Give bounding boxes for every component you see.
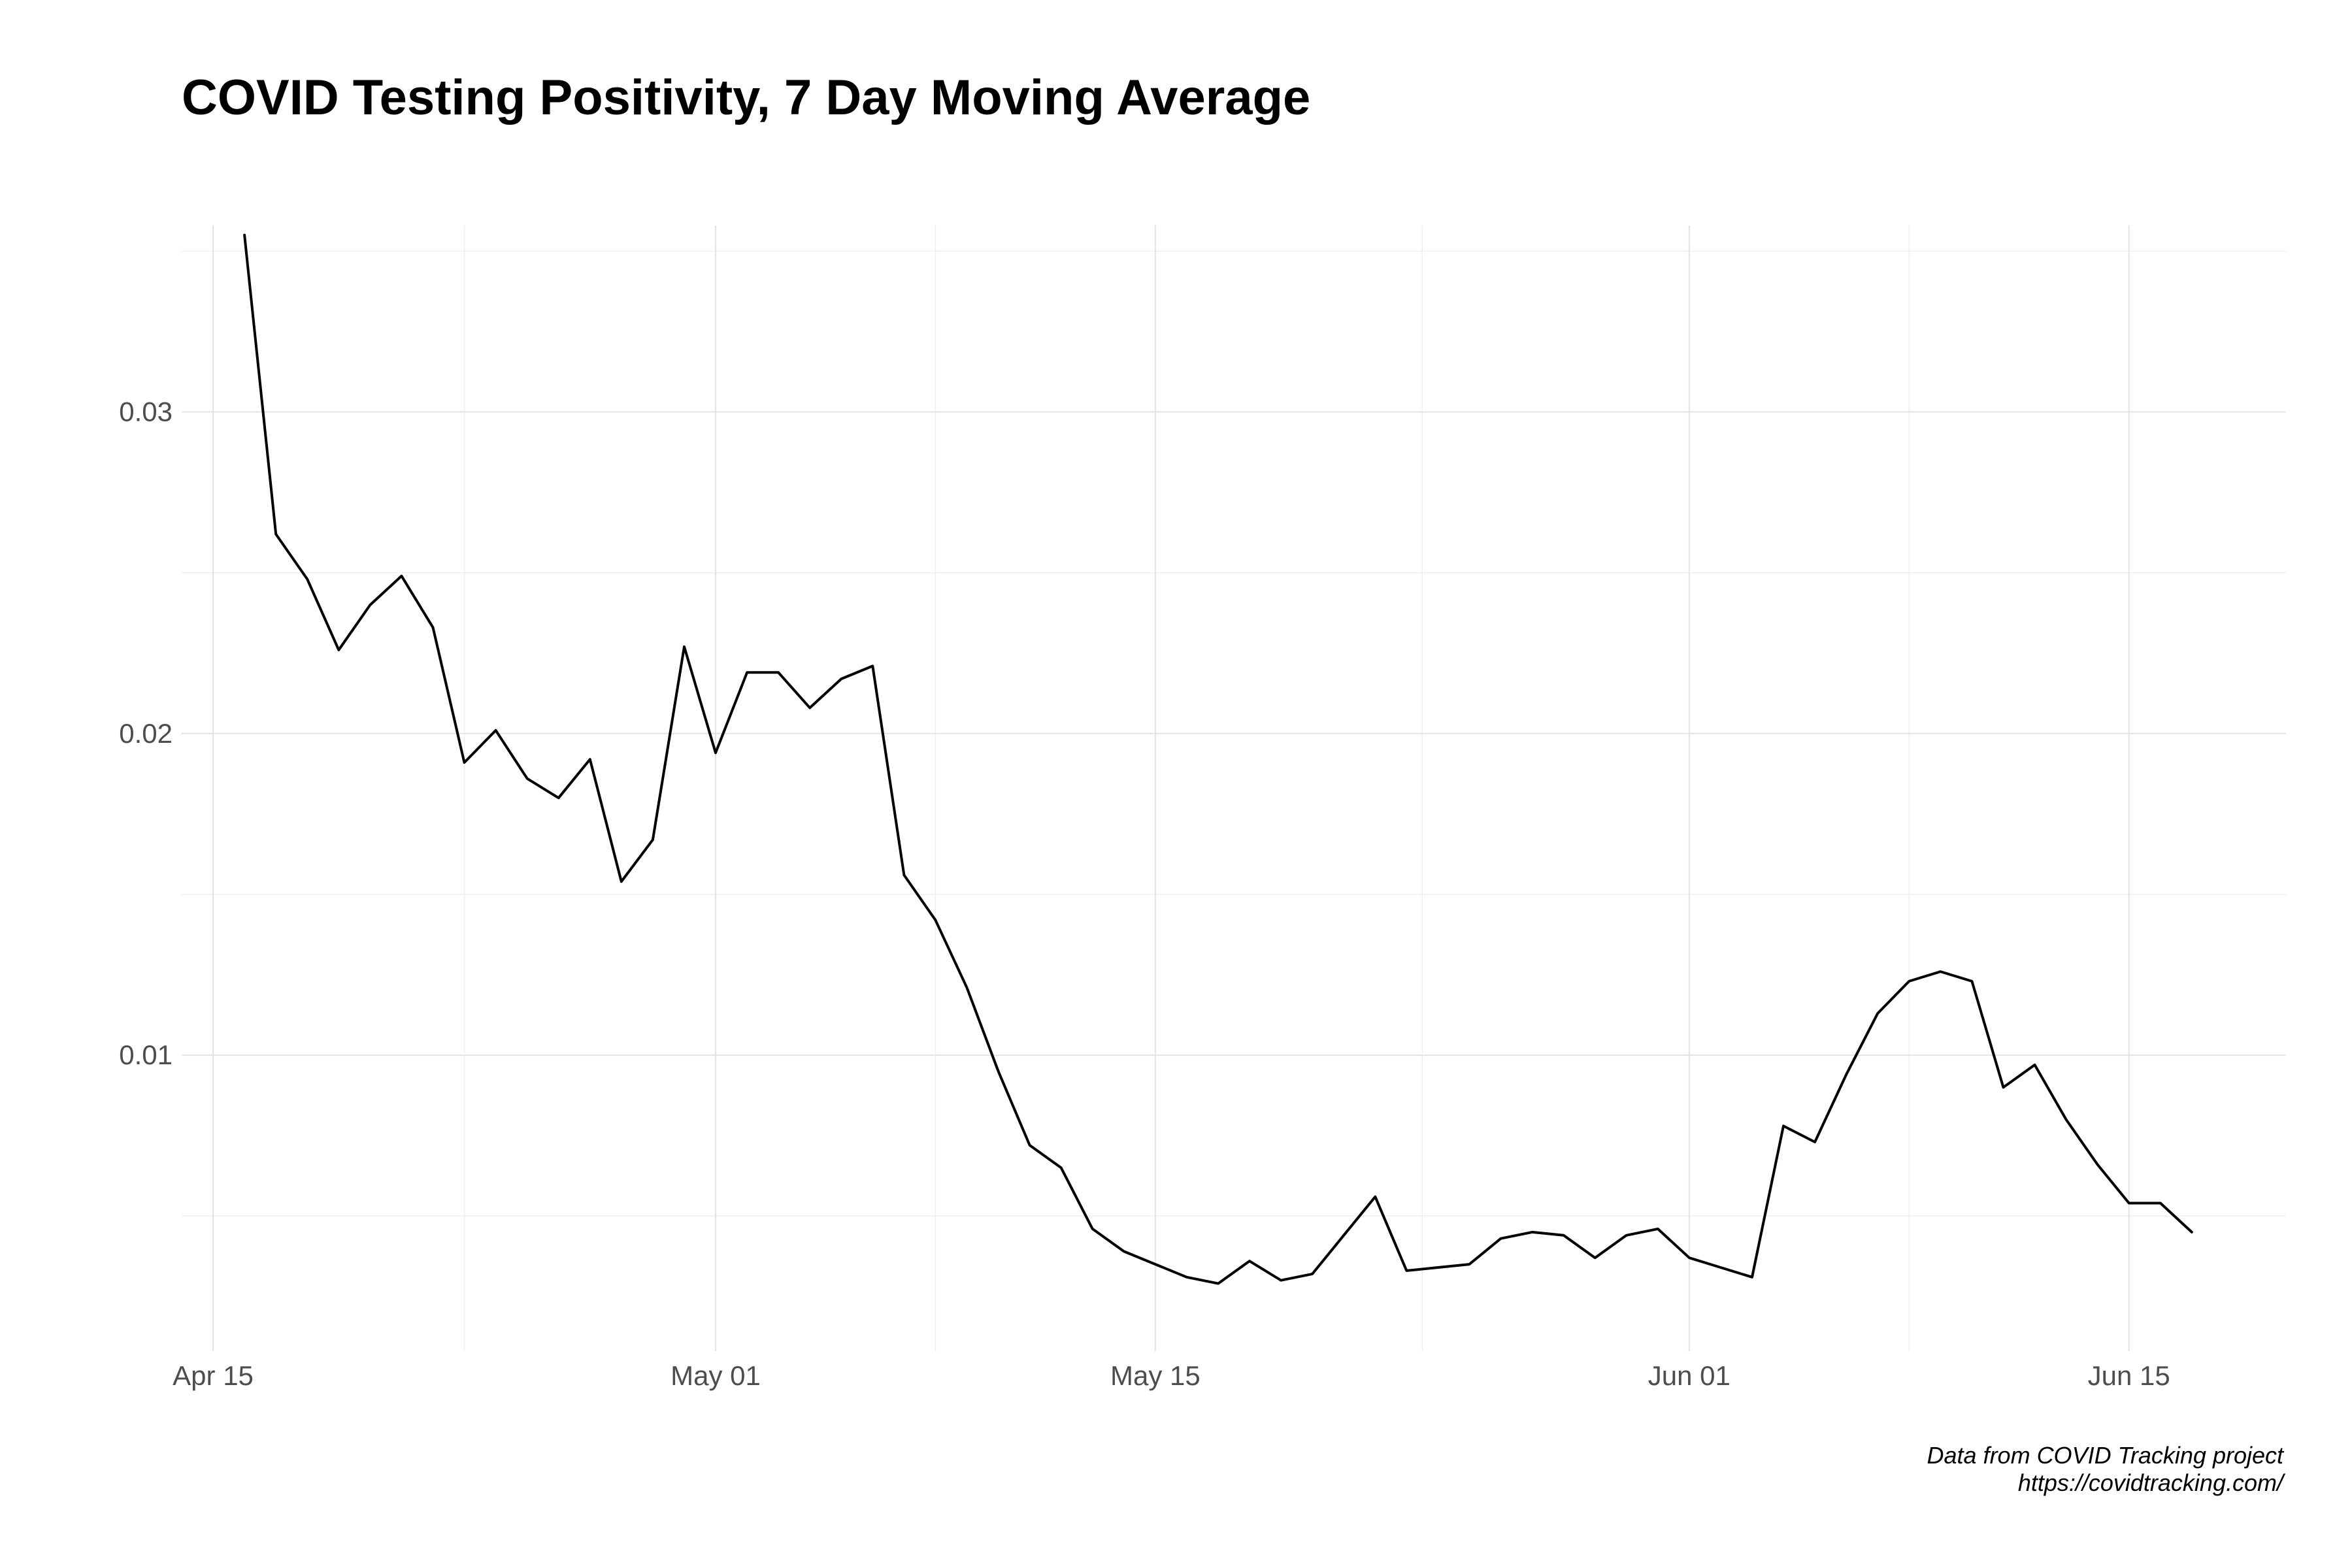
caption-url: https://covidtracking.com/ — [2017, 1469, 2283, 1496]
x-tick-label: Apr 15 — [173, 1360, 254, 1391]
caption-source: Data from COVID Tracking project — [1927, 1442, 2283, 1469]
chart-title: COVID Testing Positivity, 7 Day Moving A… — [182, 70, 1311, 125]
minor-gridlines — [182, 225, 2286, 1351]
y-tick-label: 0.02 — [119, 718, 173, 749]
series-line — [243, 233, 2193, 1285]
x-tick-label: Jun 15 — [2088, 1360, 2170, 1391]
y-tick-label: 0.03 — [119, 397, 173, 427]
series-layer — [243, 233, 2193, 1285]
x-tick-label: Jun 01 — [1648, 1360, 1731, 1391]
y-axis-tick-labels: 0.01 0.02 0.03 — [119, 397, 173, 1071]
y-tick-label: 0.01 — [119, 1039, 173, 1070]
major-gridlines — [182, 225, 2286, 1351]
x-tick-label: May 01 — [671, 1360, 761, 1391]
x-axis-tick-labels: Apr 15 May 01 May 15 Jun 01 Jun 15 — [173, 1360, 2170, 1391]
x-tick-label: May 15 — [1110, 1360, 1201, 1391]
